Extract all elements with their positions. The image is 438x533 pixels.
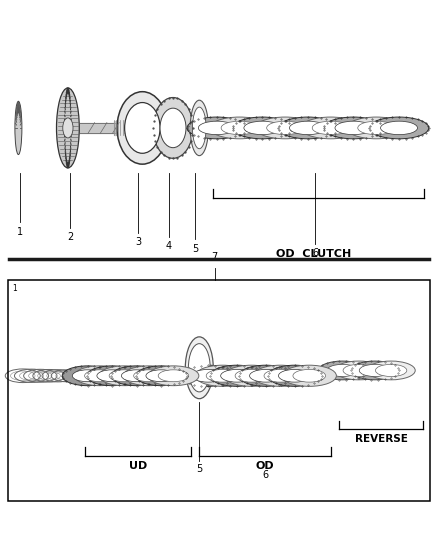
Ellipse shape — [160, 108, 186, 148]
Ellipse shape — [15, 101, 22, 155]
Ellipse shape — [187, 117, 247, 139]
Ellipse shape — [359, 365, 391, 376]
Ellipse shape — [239, 365, 293, 386]
Ellipse shape — [233, 117, 292, 139]
Ellipse shape — [278, 117, 338, 139]
Ellipse shape — [367, 361, 415, 380]
Ellipse shape — [324, 117, 383, 139]
Ellipse shape — [188, 344, 210, 392]
Ellipse shape — [153, 98, 193, 158]
Ellipse shape — [63, 118, 73, 138]
Ellipse shape — [99, 366, 150, 386]
Ellipse shape — [192, 369, 224, 382]
Ellipse shape — [267, 121, 304, 135]
Text: 6: 6 — [262, 470, 268, 480]
Ellipse shape — [72, 370, 103, 382]
Ellipse shape — [335, 361, 383, 380]
Ellipse shape — [109, 370, 140, 382]
Ellipse shape — [87, 366, 138, 386]
Text: 6: 6 — [312, 248, 318, 258]
Text: 1: 1 — [12, 284, 17, 293]
Ellipse shape — [301, 117, 360, 139]
Text: 2: 2 — [67, 232, 73, 242]
Ellipse shape — [57, 88, 79, 168]
Ellipse shape — [327, 365, 358, 376]
Text: 7: 7 — [212, 252, 218, 262]
Ellipse shape — [74, 366, 125, 386]
Text: UD: UD — [129, 461, 147, 471]
Ellipse shape — [282, 365, 336, 386]
Ellipse shape — [62, 366, 113, 386]
Text: 3: 3 — [135, 237, 141, 247]
Bar — [8, 280, 430, 501]
Ellipse shape — [206, 369, 239, 382]
Ellipse shape — [185, 337, 213, 399]
Ellipse shape — [293, 369, 325, 382]
Ellipse shape — [97, 370, 127, 382]
Text: 5: 5 — [192, 244, 198, 254]
Ellipse shape — [111, 366, 162, 386]
Ellipse shape — [255, 117, 315, 139]
Ellipse shape — [198, 121, 235, 135]
Text: 4: 4 — [166, 241, 172, 251]
Ellipse shape — [148, 366, 199, 386]
Ellipse shape — [381, 121, 417, 135]
Ellipse shape — [210, 117, 269, 139]
Ellipse shape — [221, 369, 253, 382]
Ellipse shape — [146, 370, 177, 382]
Ellipse shape — [190, 100, 208, 156]
Ellipse shape — [136, 366, 187, 386]
Ellipse shape — [121, 370, 152, 382]
Text: REVERSE: REVERSE — [355, 434, 407, 445]
Ellipse shape — [244, 121, 281, 135]
Ellipse shape — [125, 102, 160, 154]
Ellipse shape — [195, 365, 250, 386]
Ellipse shape — [279, 369, 311, 382]
Ellipse shape — [312, 121, 349, 135]
Ellipse shape — [264, 369, 297, 382]
Text: 1: 1 — [17, 227, 23, 237]
Ellipse shape — [343, 365, 374, 376]
Ellipse shape — [253, 365, 307, 386]
Ellipse shape — [158, 370, 189, 382]
Ellipse shape — [221, 121, 258, 135]
Ellipse shape — [117, 92, 168, 164]
Ellipse shape — [192, 107, 206, 149]
Ellipse shape — [346, 117, 406, 139]
Ellipse shape — [358, 121, 395, 135]
Ellipse shape — [318, 361, 367, 380]
Ellipse shape — [134, 370, 164, 382]
Text: 5: 5 — [196, 464, 202, 474]
Ellipse shape — [224, 365, 279, 386]
Ellipse shape — [85, 370, 115, 382]
Ellipse shape — [335, 121, 372, 135]
Ellipse shape — [124, 366, 174, 386]
Ellipse shape — [375, 365, 407, 376]
Ellipse shape — [235, 369, 268, 382]
Ellipse shape — [290, 121, 326, 135]
Ellipse shape — [181, 365, 235, 386]
Ellipse shape — [250, 369, 282, 382]
Text: OD: OD — [256, 461, 274, 471]
Ellipse shape — [351, 361, 399, 380]
Text: OD  CLUTCH: OD CLUTCH — [276, 249, 351, 259]
Ellipse shape — [210, 365, 264, 386]
Ellipse shape — [268, 365, 322, 386]
Ellipse shape — [369, 117, 429, 139]
